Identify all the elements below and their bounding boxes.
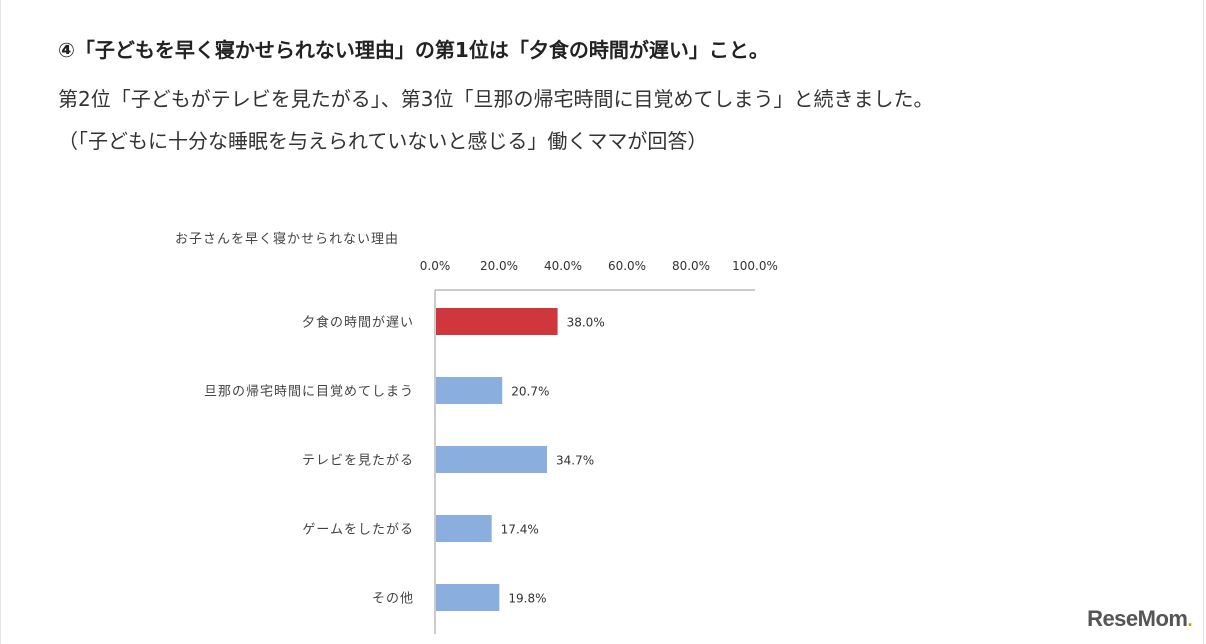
- x-tick-label: 40.0%: [544, 259, 582, 273]
- value-label: 38.0%: [567, 316, 605, 330]
- x-tick-label: 20.0%: [480, 259, 518, 273]
- bar: [436, 584, 500, 611]
- x-tick-label: 80.0%: [672, 259, 710, 273]
- chart-title: お子さんを早く寝かせられない理由: [175, 232, 400, 247]
- logo-text: ReseMom: [1087, 606, 1188, 631]
- resemom-logo: ReseMom.: [1087, 606, 1192, 632]
- article-headline: ④「子どもを早く寝かせられない理由」の第1位は「夕食の時間が遅い」こと。: [58, 38, 769, 62]
- value-label: 19.8%: [508, 592, 546, 606]
- category-label: ゲームをしたがる: [302, 523, 414, 538]
- bar: [436, 446, 548, 473]
- category-label: 旦那の帰宅時間に目覚めてしまう: [204, 384, 414, 400]
- x-tick-label: 60.0%: [608, 259, 646, 273]
- value-label: 34.7%: [556, 454, 594, 468]
- bar: [436, 515, 492, 542]
- article-line-2: 第2位「子どもがテレビを見たがる」、第3位「旦那の帰宅時間に目覚めてしまう」と続…: [58, 87, 934, 111]
- category-label: 夕食の時間が遅い: [302, 315, 414, 331]
- logo-dot: .: [1187, 610, 1192, 630]
- bar: [436, 377, 503, 404]
- category-label: テレビを見たがる: [302, 454, 414, 469]
- x-tick-label: 100.0%: [732, 259, 778, 273]
- x-tick-label: 0.0%: [420, 259, 451, 273]
- value-label: 20.7%: [511, 385, 549, 399]
- article-line-3: （「子どもに十分な睡眠を与えられていないと感じる」働くママが回答）: [58, 129, 708, 153]
- bar: [436, 308, 558, 335]
- value-label: 17.4%: [501, 523, 539, 537]
- category-label: その他: [372, 592, 414, 607]
